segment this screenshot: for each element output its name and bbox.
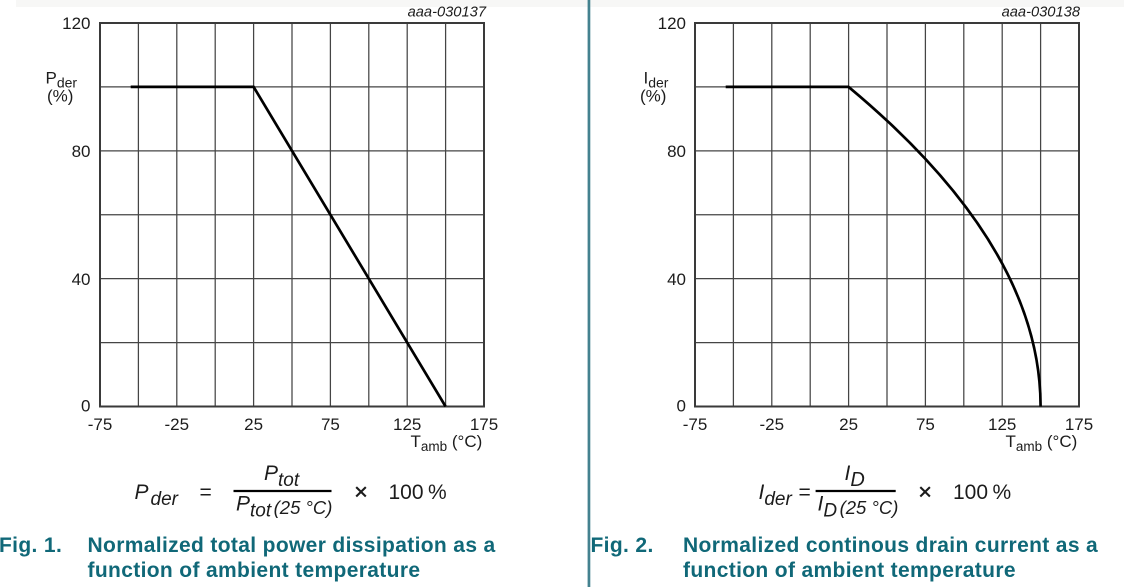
- svg-text:25: 25: [244, 415, 263, 434]
- svg-text:-25: -25: [165, 415, 190, 434]
- svg-text:-75: -75: [683, 415, 708, 434]
- svg-text:=: =: [799, 481, 811, 504]
- svg-text:Fig. 2.: Fig. 2.: [591, 534, 654, 557]
- svg-text:aaa-030137: aaa-030137: [408, 5, 487, 21]
- svg-text:40: 40: [667, 270, 686, 289]
- svg-text:Normalized total power dissipa: Normalized total power dissipation as a: [88, 534, 496, 557]
- svg-text:0: 0: [81, 396, 90, 415]
- svg-text:120: 120: [658, 14, 686, 33]
- svg-text:Ptot: Ptot: [264, 462, 300, 491]
- svg-text:80: 80: [72, 142, 91, 161]
- svg-text:75: 75: [916, 415, 935, 434]
- svg-text:-75: -75: [88, 415, 113, 434]
- svg-text:100%: 100%: [953, 481, 1011, 504]
- svg-text:Ider: Ider: [644, 69, 669, 91]
- svg-text:125: 125: [393, 415, 421, 434]
- svg-text:ID: ID: [845, 462, 865, 491]
- svg-text:120: 120: [62, 14, 90, 33]
- svg-text:function of ambient temperatur: function of ambient temperature: [683, 559, 1016, 582]
- svg-text:-25: -25: [760, 415, 785, 434]
- svg-text:Normalized continous drain cur: Normalized continous drain current as a: [683, 534, 1098, 557]
- svg-text:0: 0: [677, 396, 686, 415]
- svg-text:80: 80: [667, 142, 686, 161]
- svg-text:ID(25 °C): ID (25 °C): [818, 493, 899, 522]
- svg-text:100%: 100%: [389, 481, 447, 504]
- svg-text:Ptot(25 °C): Ptot (25 °C): [236, 493, 332, 522]
- svg-text:function of ambient temperatur: function of ambient temperature: [88, 559, 421, 582]
- svg-text:175: 175: [470, 415, 498, 434]
- svg-text:Tamb (°C): Tamb (°C): [411, 432, 483, 454]
- svg-text:Pder: Pder: [46, 69, 78, 91]
- svg-text:Ider: Ider: [759, 481, 793, 510]
- svg-text:aaa-030138: aaa-030138: [1002, 5, 1081, 21]
- svg-text:(%): (%): [640, 87, 666, 106]
- svg-text:125: 125: [988, 415, 1016, 434]
- svg-text:(%): (%): [47, 87, 73, 106]
- svg-text:25: 25: [839, 415, 858, 434]
- svg-text:175: 175: [1065, 415, 1093, 434]
- svg-text:=: =: [200, 481, 212, 504]
- svg-text:Pder: Pder: [135, 481, 179, 510]
- svg-text:75: 75: [321, 415, 340, 434]
- svg-text:Tamb (°C): Tamb (°C): [1006, 432, 1078, 454]
- svg-text:40: 40: [72, 270, 91, 289]
- svg-text:Fig. 1.: Fig. 1.: [0, 534, 62, 557]
